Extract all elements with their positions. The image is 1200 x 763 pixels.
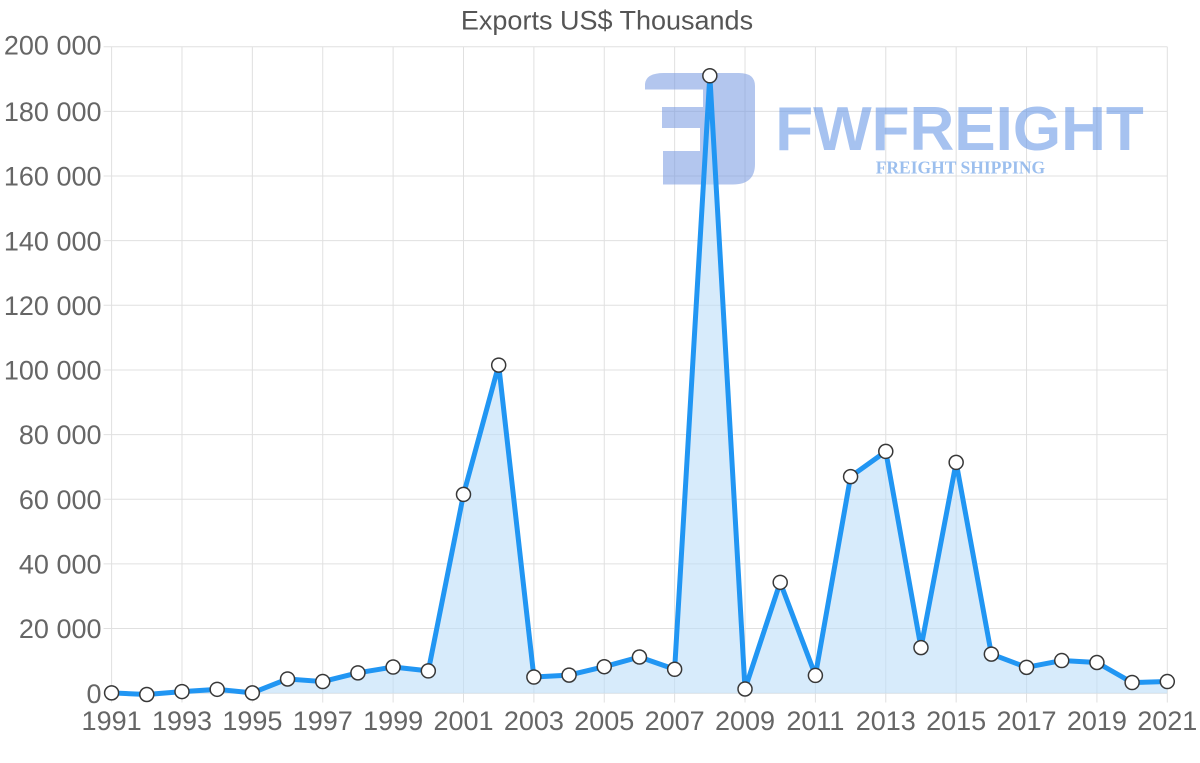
svg-text:2001: 2001 [433, 706, 493, 736]
svg-text:1999: 1999 [363, 706, 423, 736]
svg-text:2017: 2017 [997, 706, 1057, 736]
svg-text:0: 0 [86, 679, 101, 709]
svg-text:2007: 2007 [645, 706, 705, 736]
svg-text:140 000: 140 000 [4, 226, 102, 256]
svg-text:40 000: 40 000 [19, 550, 102, 580]
svg-text:2015: 2015 [926, 706, 986, 736]
svg-text:2019: 2019 [1067, 706, 1127, 736]
svg-text:2013: 2013 [856, 706, 916, 736]
svg-text:200 000: 200 000 [4, 31, 102, 61]
svg-text:2021: 2021 [1137, 706, 1197, 736]
svg-text:Exports US$ Thousands: Exports US$ Thousands [461, 6, 753, 36]
svg-text:FWFREIGHT: FWFREIGHT [775, 95, 1144, 164]
svg-text:60 000: 60 000 [19, 485, 102, 515]
svg-text:1997: 1997 [293, 706, 353, 736]
svg-text:80 000: 80 000 [19, 420, 102, 450]
svg-text:20 000: 20 000 [19, 614, 102, 644]
svg-text:160 000: 160 000 [4, 162, 102, 192]
svg-text:1993: 1993 [152, 706, 212, 736]
svg-text:120 000: 120 000 [4, 291, 102, 321]
svg-text:100 000: 100 000 [4, 356, 102, 386]
svg-text:FREIGHT SHIPPING: FREIGHT SHIPPING [876, 157, 1046, 177]
svg-text:1991: 1991 [82, 706, 142, 736]
svg-text:2011: 2011 [786, 706, 844, 736]
svg-text:2009: 2009 [715, 706, 775, 736]
svg-text:2005: 2005 [574, 706, 634, 736]
svg-text:2003: 2003 [504, 706, 564, 736]
svg-text:180 000: 180 000 [4, 97, 102, 127]
svg-text:1995: 1995 [222, 706, 282, 736]
